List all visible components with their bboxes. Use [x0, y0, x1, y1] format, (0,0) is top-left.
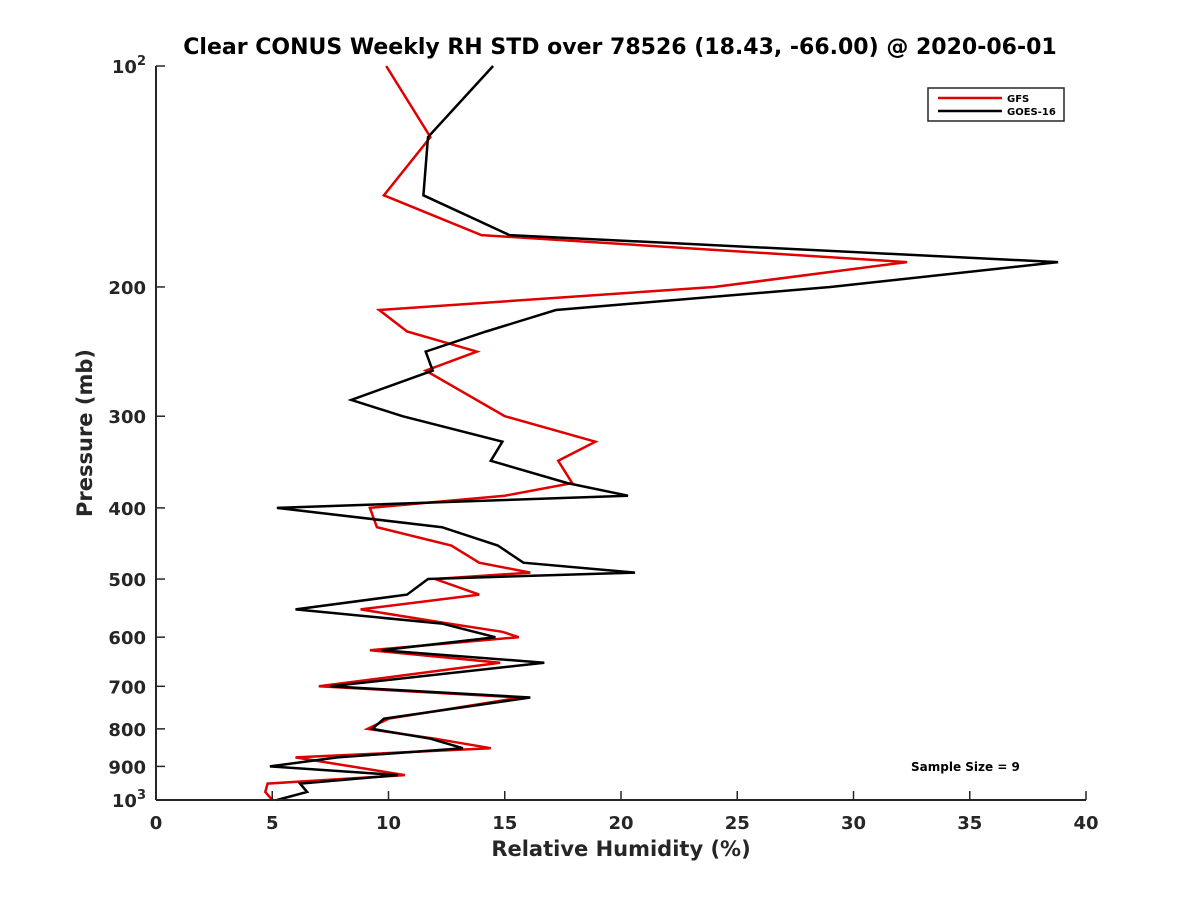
- x-tick-label: 10: [376, 813, 401, 834]
- x-tick-label: 0: [150, 813, 163, 834]
- x-axis-label: Relative Humidity (%): [491, 837, 750, 861]
- x-tick-label: 5: [266, 813, 279, 834]
- y-tick-label: 900: [108, 757, 146, 778]
- y-tick-label: 300: [108, 407, 146, 428]
- x-tick-label: 20: [608, 813, 633, 834]
- x-tick-label: 15: [492, 813, 517, 834]
- y-ticks: 102 200 300 400 500 600 700 800 900 103: [108, 54, 165, 812]
- x-tick-label: 35: [957, 813, 982, 834]
- y-axis-label: Pressure (mb): [73, 349, 97, 517]
- y-tick-label: 103: [112, 788, 146, 812]
- chart-title: Clear CONUS Weekly RH STD over 78526 (18…: [183, 35, 1056, 60]
- legend-box: [927, 87, 1065, 122]
- series-line-goes16: [269, 65, 1059, 802]
- legend-label-gfs: GFS: [1007, 94, 1029, 105]
- y-tick-label: 600: [108, 628, 146, 649]
- legend: GFS GOES-16: [927, 87, 1065, 122]
- y-tick-label: 700: [108, 677, 146, 698]
- x-tick-label: 30: [841, 813, 866, 834]
- y-tick-label: 102: [112, 54, 146, 78]
- y-tick-label: 500: [108, 570, 146, 591]
- x-tick-label: 40: [1073, 813, 1098, 834]
- series-layer: [263, 65, 1059, 802]
- y-tick-label: 200: [108, 278, 146, 299]
- y-tick-label: 400: [108, 499, 146, 520]
- y-tick-label: 800: [108, 720, 146, 741]
- legend-label-goes16: GOES-16: [1007, 107, 1056, 118]
- sample-size-annotation: Sample Size = 9: [911, 760, 1020, 774]
- x-ticks: 0 5 10 15 20 25 30 35 40: [150, 791, 1099, 834]
- x-tick-label: 25: [725, 813, 750, 834]
